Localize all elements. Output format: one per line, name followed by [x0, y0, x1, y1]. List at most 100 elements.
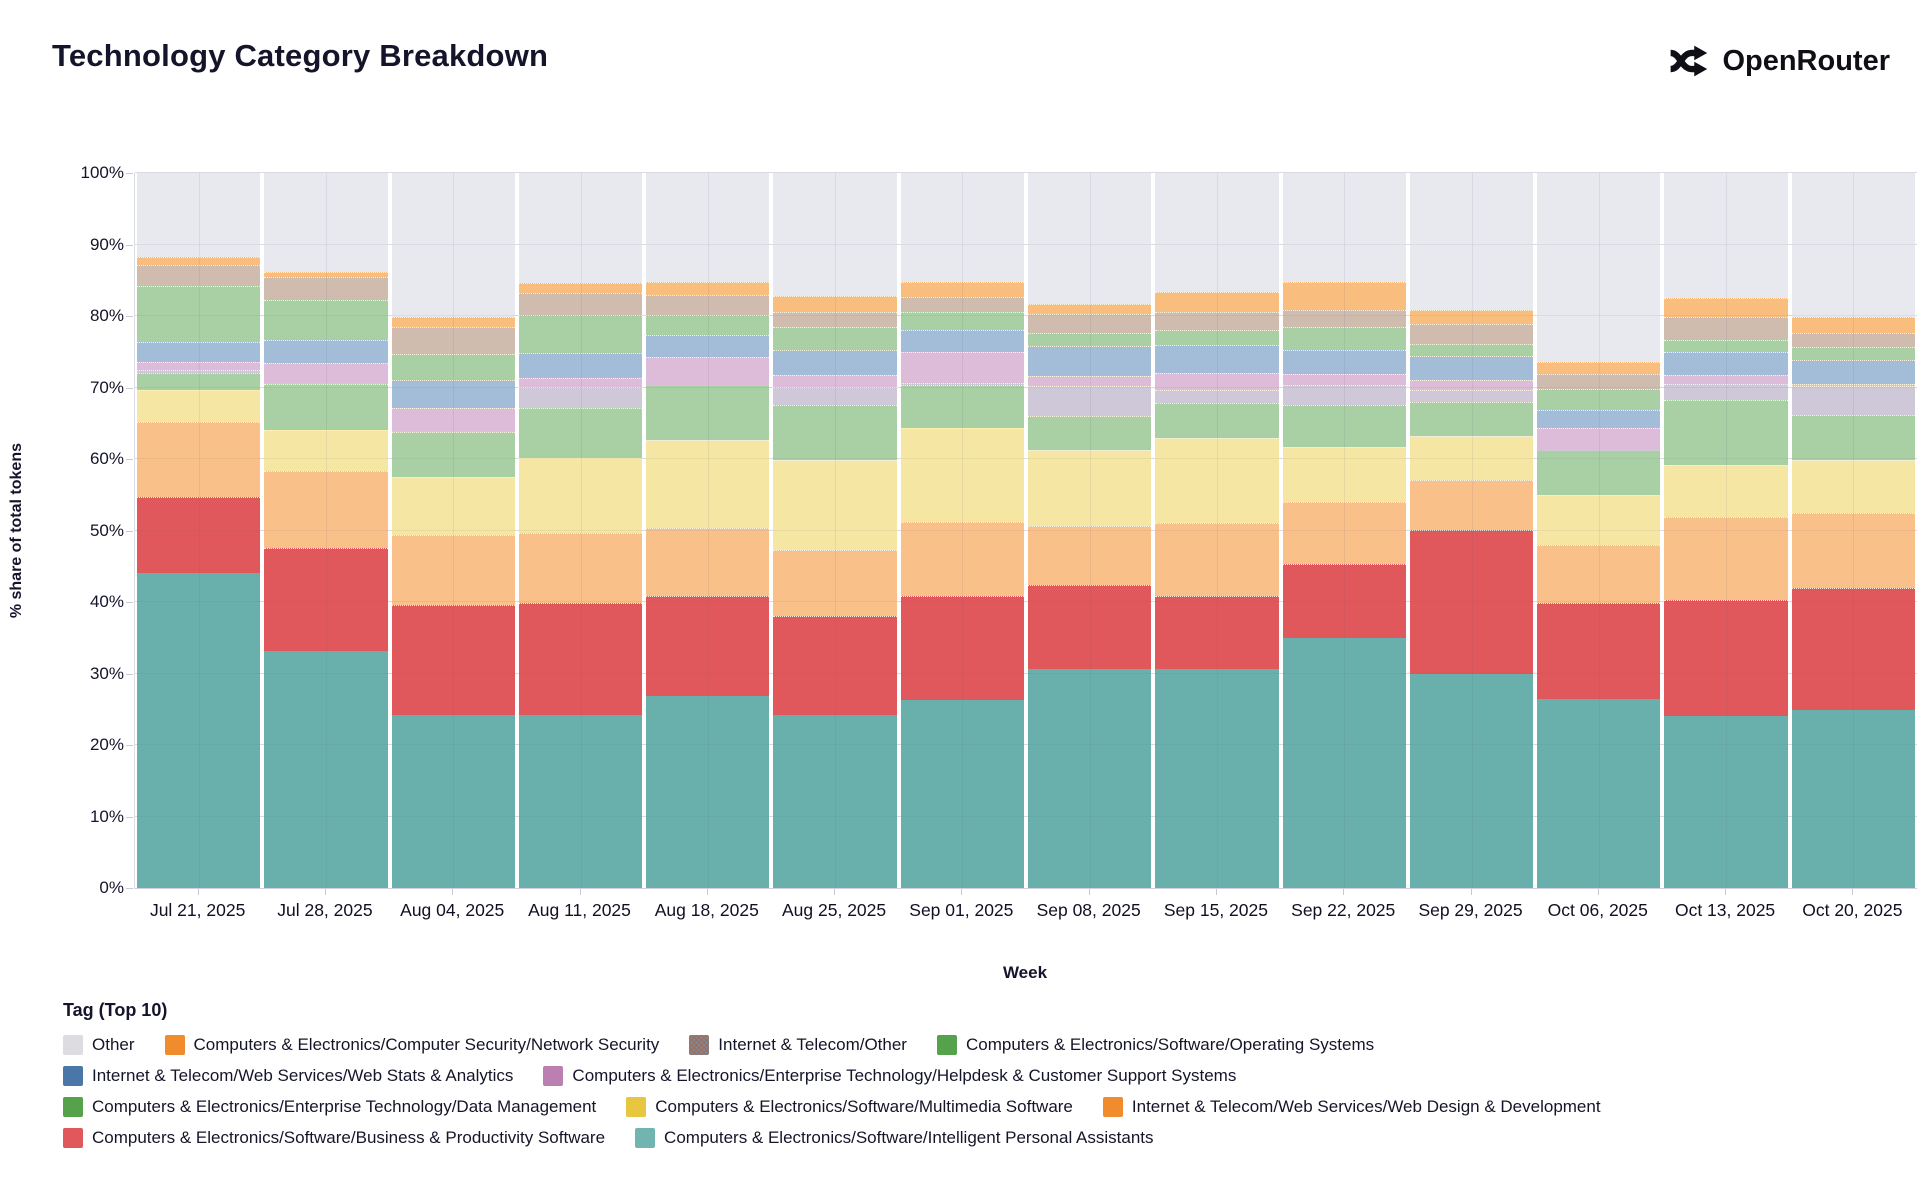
bar-segment[interactable] [646, 335, 770, 357]
bar-segment[interactable] [1028, 584, 1152, 670]
bar-segment[interactable] [646, 384, 770, 386]
bar-segment[interactable] [773, 375, 897, 387]
bar-segment[interactable] [1791, 173, 1915, 318]
legend-item[interactable]: Computers & Electronics/Software/Busines… [63, 1128, 605, 1148]
stacked-bar[interactable] [1664, 173, 1788, 888]
bar-segment[interactable] [1537, 544, 1661, 603]
bar-segment[interactable] [391, 408, 515, 432]
bar-segment[interactable] [518, 386, 643, 409]
bar-segment[interactable] [518, 714, 643, 888]
bar-segment[interactable] [646, 281, 770, 296]
bar-segment[interactable] [1282, 310, 1406, 327]
bar-segment[interactable] [137, 496, 261, 574]
bar-segment[interactable] [137, 389, 261, 422]
bar-segment[interactable] [900, 281, 1024, 297]
bar-segment[interactable] [900, 311, 1024, 331]
bar-segment[interactable] [1155, 389, 1279, 403]
legend-item[interactable]: Other [63, 1035, 135, 1055]
bar-segment[interactable] [646, 356, 770, 385]
bar-segment[interactable] [1409, 356, 1534, 381]
bar-segment[interactable] [518, 283, 643, 294]
bar-segment[interactable] [1028, 303, 1152, 314]
bar-segment[interactable] [1282, 501, 1406, 565]
bar-segment[interactable] [1282, 446, 1406, 502]
bar-segment[interactable] [1409, 436, 1534, 480]
bar-segment[interactable] [900, 699, 1024, 888]
stacked-bar[interactable] [1282, 173, 1406, 888]
bar-segment[interactable] [264, 382, 388, 384]
bar-segment[interactable] [773, 296, 897, 312]
bar-segment[interactable] [773, 714, 897, 888]
bar-segment[interactable] [391, 173, 515, 318]
bar-segment[interactable] [1537, 409, 1661, 429]
bar-segment[interactable] [1791, 459, 1915, 514]
bar-segment[interactable] [1155, 669, 1279, 888]
bar-segment[interactable] [1155, 438, 1279, 523]
bar-segment[interactable] [773, 549, 897, 617]
bar-segment[interactable] [1028, 346, 1152, 377]
bar-segment[interactable] [264, 548, 388, 652]
legend-item[interactable]: Computers & Electronics/Software/Intelli… [635, 1128, 1154, 1148]
bar-segment[interactable] [1664, 516, 1788, 600]
bar-segment[interactable] [1155, 522, 1279, 596]
stacked-bar[interactable] [518, 173, 643, 888]
bar-segment[interactable] [1791, 360, 1915, 384]
bar-segment[interactable] [518, 458, 643, 534]
bar-segment[interactable] [900, 296, 1024, 312]
bar-segment[interactable] [1537, 449, 1661, 451]
bar-segment[interactable] [646, 528, 770, 597]
bar-segment[interactable] [264, 300, 388, 341]
bar-segment[interactable] [773, 173, 897, 296]
bar-segment[interactable] [1537, 450, 1661, 495]
bar-segment[interactable] [1791, 386, 1915, 415]
bar-segment[interactable] [1664, 599, 1788, 717]
bar-segment[interactable] [1664, 340, 1788, 353]
bar-segment[interactable] [1282, 564, 1406, 639]
bar-segment[interactable] [773, 459, 897, 550]
bar-segment[interactable] [1028, 333, 1152, 347]
bar-segment[interactable] [1791, 513, 1915, 589]
bar-segment[interactable] [1282, 385, 1406, 405]
bar-segment[interactable] [1537, 388, 1661, 410]
bar-segment[interactable] [773, 386, 897, 405]
bar-segment[interactable] [137, 173, 261, 257]
bar-segment[interactable] [1409, 674, 1534, 888]
bar-segment[interactable] [1664, 317, 1788, 341]
bar-segment[interactable] [391, 379, 515, 409]
bar-segment[interactable] [137, 573, 261, 888]
bar-segment[interactable] [1409, 401, 1534, 437]
bar-segment[interactable] [900, 330, 1024, 352]
legend-item[interactable]: Computers & Electronics/Enterprise Techn… [543, 1066, 1236, 1086]
bar-segment[interactable] [137, 265, 261, 286]
bar-segment[interactable] [1791, 347, 1915, 361]
stacked-bar[interactable] [1537, 173, 1661, 888]
bar-segment[interactable] [646, 696, 770, 888]
bar-segment[interactable] [1028, 313, 1152, 334]
bar-segment[interactable] [1537, 494, 1661, 545]
bar-segment[interactable] [264, 276, 388, 301]
bar-segment[interactable] [1155, 330, 1279, 345]
bar-segment[interactable] [646, 439, 770, 529]
bar-segment[interactable] [391, 534, 515, 605]
bar-segment[interactable] [1537, 373, 1661, 389]
bar-segment[interactable] [773, 404, 897, 460]
bar-segment[interactable] [391, 327, 515, 354]
stacked-bar[interactable] [646, 173, 770, 888]
bar-segment[interactable] [518, 408, 643, 459]
bar-segment[interactable] [391, 317, 515, 328]
bar-segment[interactable] [1664, 352, 1788, 376]
bar-segment[interactable] [900, 428, 1024, 522]
bar-segment[interactable] [1282, 350, 1406, 374]
legend-item[interactable]: Computers & Electronics/Enterprise Techn… [63, 1097, 596, 1117]
stacked-bar[interactable] [1791, 173, 1915, 888]
stacked-bar[interactable] [264, 173, 388, 888]
bar-segment[interactable] [264, 471, 388, 549]
bar-segment[interactable] [900, 385, 1024, 429]
bar-segment[interactable] [137, 362, 261, 371]
bar-segment[interactable] [1664, 383, 1788, 401]
bar-segment[interactable] [391, 353, 515, 380]
bar-segment[interactable] [1155, 402, 1279, 439]
bar-segment[interactable] [1409, 323, 1534, 344]
bar-segment[interactable] [1791, 317, 1915, 334]
legend-item[interactable]: Computers & Electronics/Computer Securit… [164, 1035, 659, 1055]
